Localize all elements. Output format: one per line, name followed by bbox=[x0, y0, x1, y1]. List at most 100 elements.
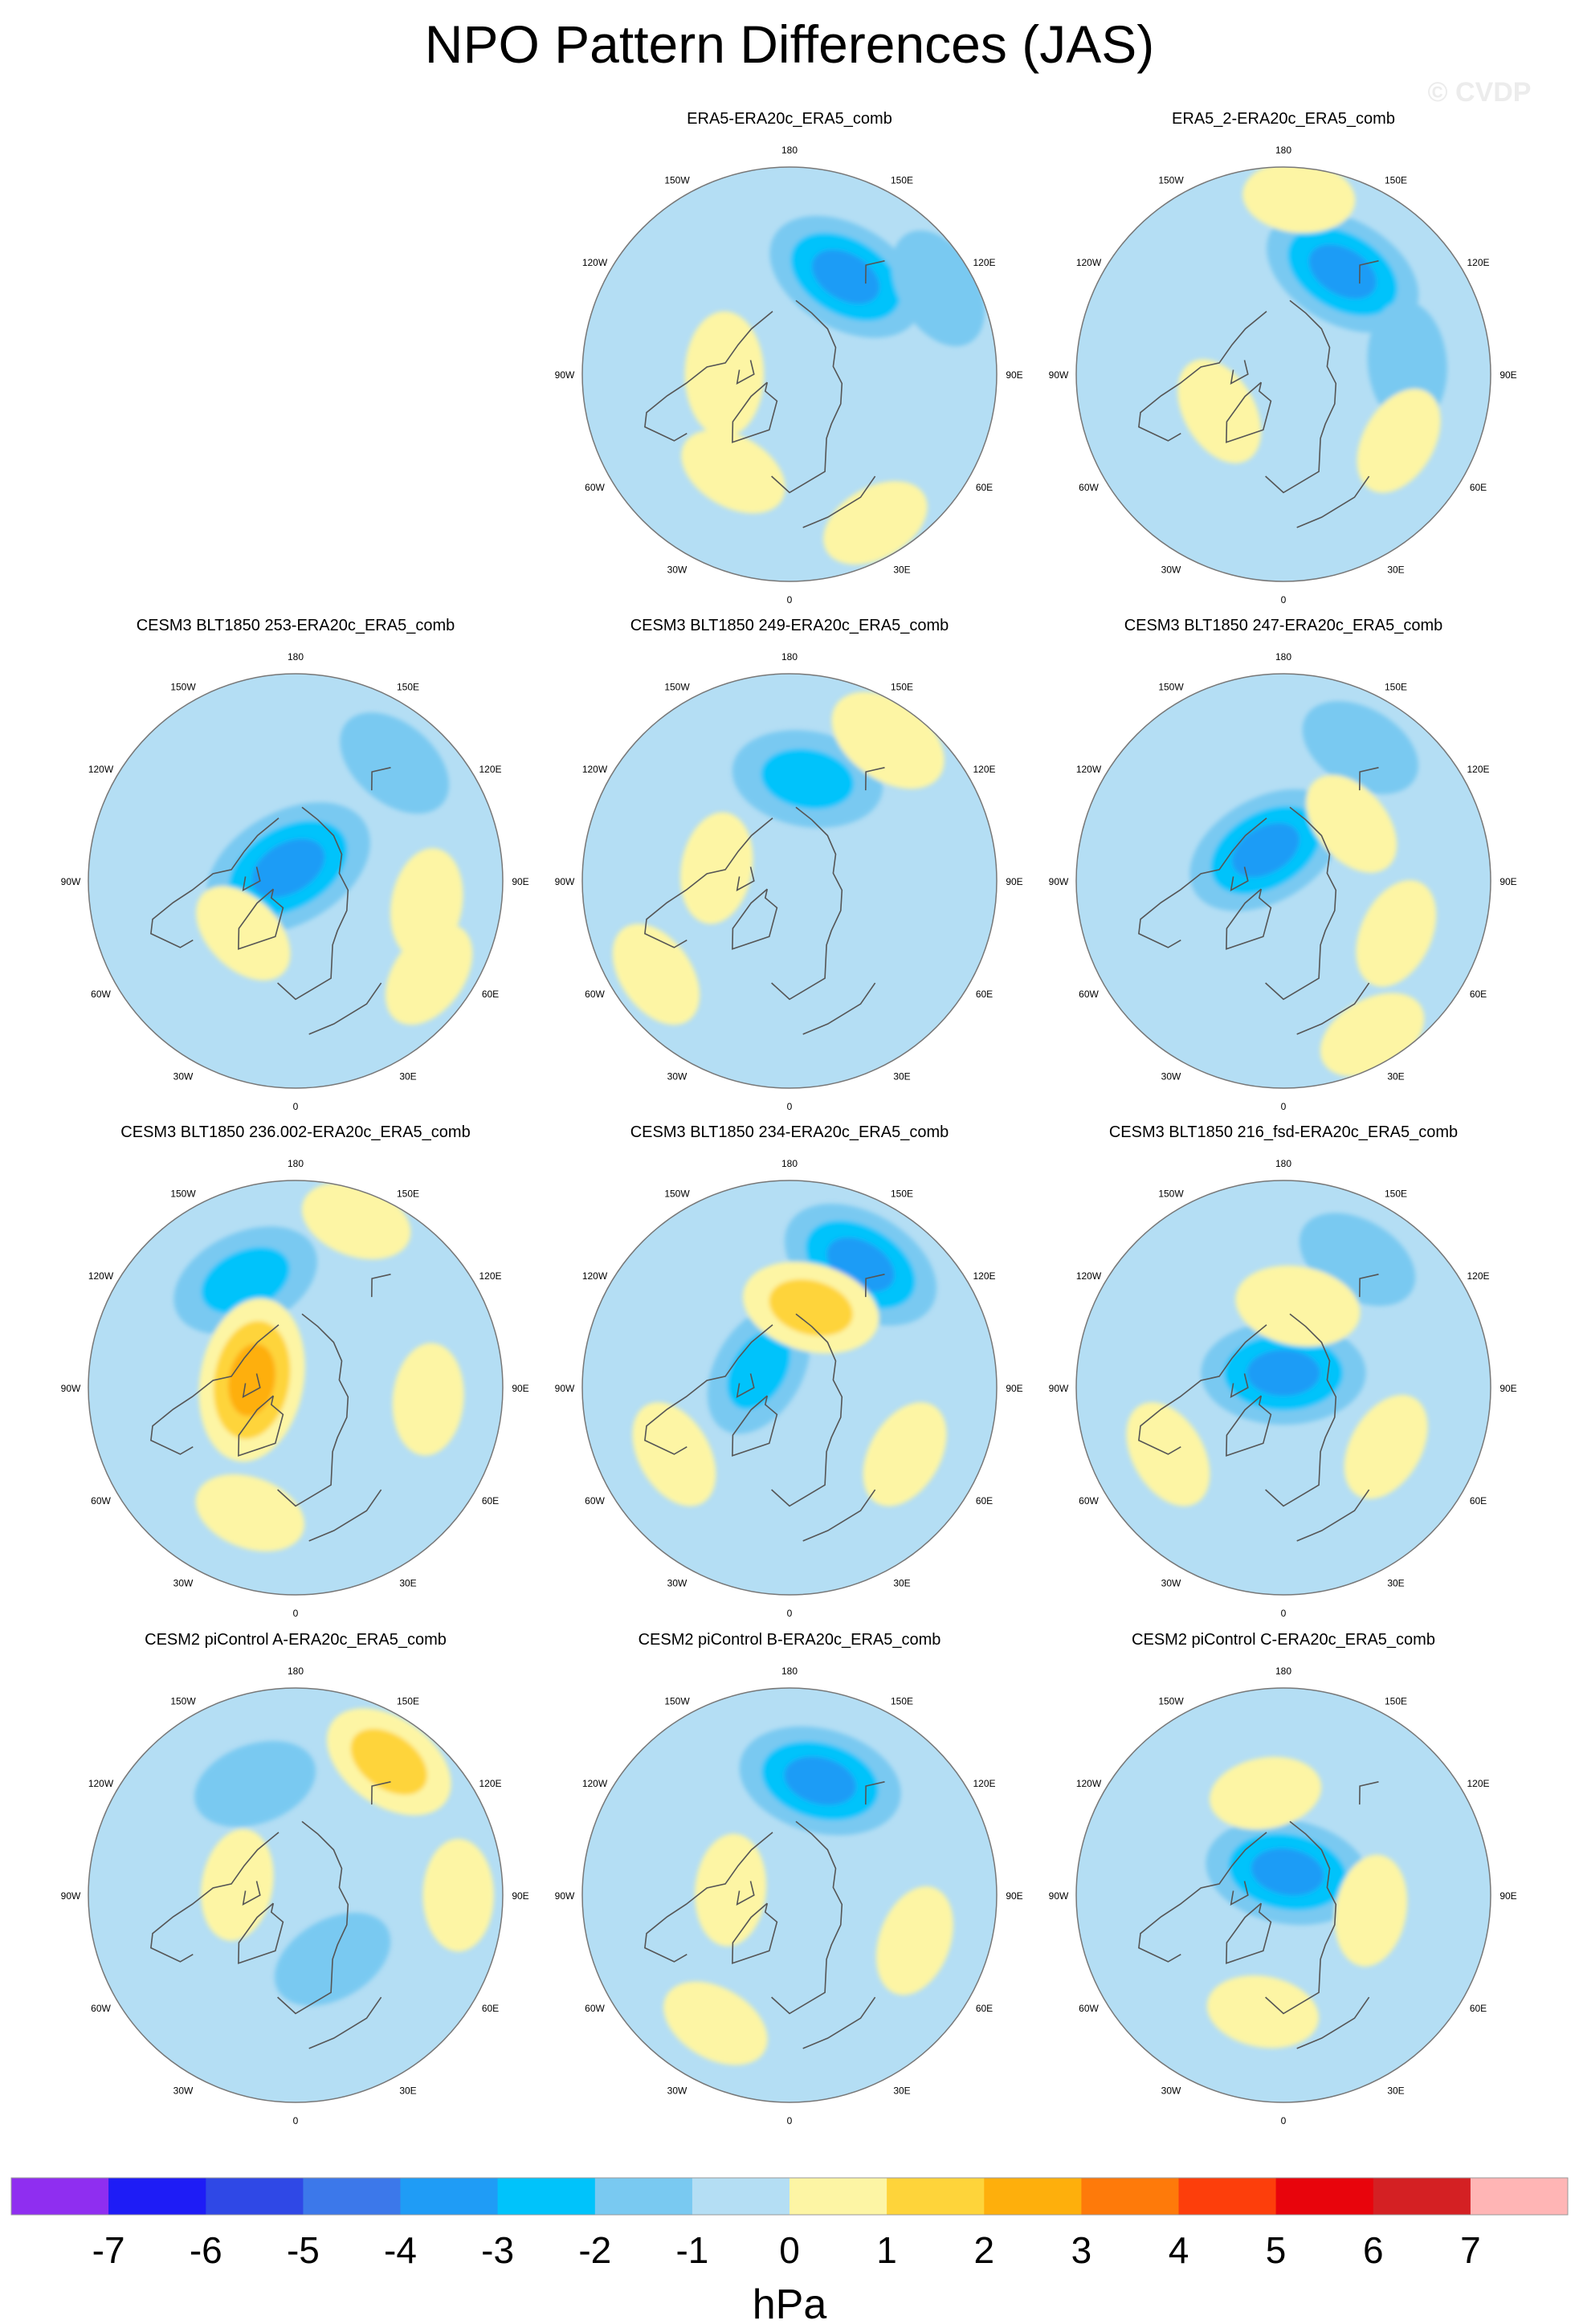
lon-label: 180 bbox=[288, 1158, 304, 1169]
lon-label: 60E bbox=[482, 1495, 499, 1507]
lon-label: 30W bbox=[667, 1578, 687, 1589]
lon-label: 120W bbox=[1076, 764, 1102, 775]
coastline bbox=[277, 1313, 349, 1507]
lon-label: 150E bbox=[891, 1696, 913, 1707]
map-panel: CESM3 BLT1850 216_fsd-ERA20c_ERA5_comb 18… bbox=[1049, 1123, 1517, 1619]
coastline bbox=[732, 888, 778, 950]
lon-label: 120E bbox=[1467, 764, 1489, 775]
coastline bbox=[802, 475, 876, 528]
coastline bbox=[1265, 806, 1337, 1001]
lon-label: 180 bbox=[1275, 651, 1291, 663]
colorbar-tick-label: 3 bbox=[1071, 2229, 1092, 2271]
contour-region bbox=[385, 923, 473, 1025]
lon-label: 120E bbox=[479, 1778, 501, 1789]
contour-region bbox=[201, 1829, 274, 1941]
lon-label: 120E bbox=[973, 764, 995, 775]
panel-title: CESM3 BLT1850 236.002-ERA20c_ERA5_comb bbox=[120, 1123, 470, 1141]
watermark: © CVDP bbox=[1428, 77, 1532, 108]
lon-label: 0 bbox=[1281, 594, 1287, 605]
lon-label: 180 bbox=[781, 145, 798, 156]
coastline bbox=[771, 806, 843, 1001]
contour-region bbox=[1206, 1975, 1319, 2049]
coastline bbox=[1265, 300, 1337, 494]
colorbar-tick-label: -4 bbox=[384, 2229, 417, 2271]
contour-region bbox=[1334, 1854, 1408, 1967]
colorbar-tick-label: 5 bbox=[1266, 2229, 1287, 2271]
coastline bbox=[644, 1324, 773, 1455]
lon-label: 150W bbox=[170, 682, 196, 693]
coastline bbox=[644, 1832, 773, 1963]
contour-region bbox=[1231, 822, 1300, 878]
lon-label: 150W bbox=[664, 1696, 690, 1707]
lon-label: 60E bbox=[976, 2003, 993, 2014]
contour-region bbox=[875, 1886, 953, 1996]
lon-label: 150W bbox=[664, 682, 690, 693]
coastline bbox=[371, 1781, 391, 1805]
coastline bbox=[1230, 360, 1249, 385]
lon-label: 180 bbox=[1275, 1666, 1291, 1677]
colorbar-tick-label: 1 bbox=[876, 2229, 897, 2271]
lon-label: 30E bbox=[399, 1578, 416, 1589]
lon-label: 90W bbox=[1049, 876, 1069, 887]
coastline bbox=[736, 360, 755, 385]
lon-label: 120E bbox=[973, 1270, 995, 1282]
lon-label: 60W bbox=[585, 482, 605, 493]
lon-label: 0 bbox=[293, 1101, 299, 1112]
contour-region bbox=[1242, 167, 1356, 234]
colorbar-swatch bbox=[887, 2178, 985, 2215]
lon-label: 120E bbox=[1467, 1270, 1489, 1282]
coastline bbox=[802, 982, 876, 1035]
contour-region bbox=[1306, 775, 1397, 873]
contour-region bbox=[340, 712, 450, 814]
lon-label: 150E bbox=[891, 1189, 913, 1200]
lon-label: 120E bbox=[1467, 1778, 1489, 1789]
lon-label: 30E bbox=[1387, 1071, 1404, 1082]
lon-label: 60W bbox=[585, 2003, 605, 2014]
coastline bbox=[242, 1881, 261, 1906]
coastline bbox=[1230, 1373, 1249, 1398]
contour-region bbox=[663, 1981, 768, 2065]
lon-label: 30W bbox=[173, 2085, 194, 2097]
lon-label: 0 bbox=[1281, 2115, 1287, 2126]
coastline bbox=[277, 806, 349, 1001]
map-border bbox=[581, 673, 998, 1089]
coastline bbox=[1296, 1996, 1370, 2049]
colorbar-tick-label: -1 bbox=[675, 2229, 708, 2271]
panel-title: ERA5-ERA20c_ERA5_comb bbox=[687, 110, 892, 128]
lon-label: 90W bbox=[555, 876, 575, 887]
lon-label: 60W bbox=[91, 989, 111, 1000]
panel-title: ERA5_2-ERA20c_ERA5_comb bbox=[1172, 110, 1395, 128]
coastline bbox=[865, 260, 885, 284]
lon-label: 0 bbox=[787, 1101, 793, 1112]
map-panel: CESM2 piControl A-ERA20c_ERA5_comb 180 150… bbox=[61, 1631, 529, 2126]
map-panels: ERA5-ERA20c_ERA5_comb 180 150E 120E 90E 60E 30… bbox=[61, 110, 1517, 2126]
panel-title: CESM2 piControl C-ERA20c_ERA5_comb bbox=[1132, 1631, 1435, 1649]
lon-label: 150E bbox=[1385, 175, 1407, 186]
contour-region bbox=[823, 481, 928, 565]
contour-region bbox=[612, 923, 700, 1025]
lon-label: 90E bbox=[1499, 369, 1516, 381]
lon-label: 120E bbox=[479, 1270, 501, 1282]
coastline bbox=[1265, 1820, 1337, 2015]
coastline bbox=[1230, 1881, 1249, 1906]
coastline bbox=[736, 1373, 755, 1398]
lon-label: 120W bbox=[1076, 1778, 1102, 1789]
panel-title: CESM3 BLT1850 234-ERA20c_ERA5_comb bbox=[630, 1123, 949, 1141]
coastline bbox=[732, 1902, 778, 1964]
lon-label: 120E bbox=[1467, 257, 1489, 268]
lon-label: 60E bbox=[1470, 989, 1487, 1000]
coastline bbox=[242, 1373, 261, 1398]
coastline bbox=[150, 1324, 279, 1455]
coastline bbox=[308, 1996, 382, 2049]
lon-label: 30E bbox=[1387, 1578, 1404, 1589]
lon-label: 150E bbox=[397, 1189, 419, 1200]
lon-label: 30E bbox=[893, 1578, 910, 1589]
contour-region bbox=[1235, 1265, 1361, 1347]
lon-label: 30W bbox=[173, 1578, 194, 1589]
lon-label: 60W bbox=[1079, 482, 1099, 493]
lon-label: 60E bbox=[482, 989, 499, 1000]
lon-label: 30W bbox=[173, 1071, 194, 1082]
contour-region bbox=[1356, 880, 1437, 987]
lon-label: 30W bbox=[1161, 1071, 1181, 1082]
map-panel: ERA5_2-ERA20c_ERA5_comb 180 150E 120E 90E 60E… bbox=[1049, 110, 1517, 605]
